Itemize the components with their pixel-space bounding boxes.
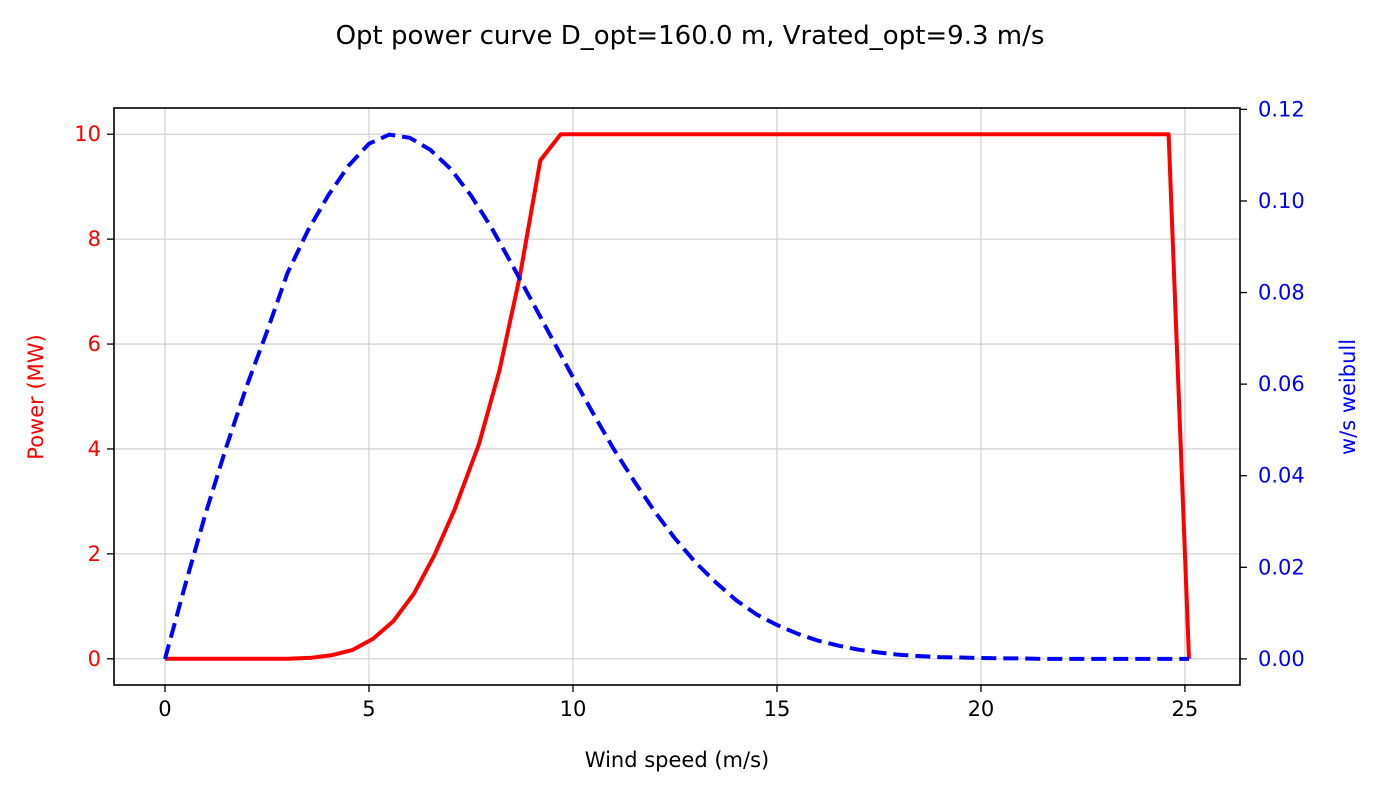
y-axis-left-label: Power (MW)	[24, 334, 48, 459]
chart-title: Opt power curve D_opt=160.0 m, Vrated_op…	[336, 21, 1045, 51]
x-tick-label: 10	[560, 697, 587, 721]
y-right-tick-label: 0.02	[1258, 555, 1305, 579]
x-tick-label: 0	[158, 697, 171, 721]
x-axis: 0 5 10 15 20 25	[158, 685, 1198, 721]
power-series-line	[165, 132, 1191, 661]
y-left-tick-label: 4	[88, 437, 101, 461]
y-right-tick-label: 0.12	[1258, 97, 1305, 121]
plot-frame	[113, 107, 1241, 686]
y-right-tick-label: 0.10	[1258, 189, 1305, 213]
y-right-tick-label: 0.04	[1258, 464, 1305, 488]
x-tick-label: 5	[362, 697, 375, 721]
y-axis-left: 0 2 4 6 8 10	[74, 122, 114, 671]
series-layer	[163, 132, 1191, 661]
x-axis-label: Wind speed (m/s)	[585, 748, 769, 772]
y-right-tick-label: 0.08	[1258, 281, 1305, 305]
y-left-tick-label: 10	[74, 122, 101, 146]
weibull-series-line	[163, 132, 1189, 661]
x-tick-label: 25	[1172, 697, 1199, 721]
y-right-tick-label: 0.00	[1258, 647, 1305, 671]
y-right-tick-label: 0.06	[1258, 372, 1305, 396]
y-left-tick-label: 8	[88, 227, 101, 251]
y-left-tick-label: 2	[88, 542, 101, 566]
y-left-tick-label: 6	[88, 332, 101, 356]
y-axis-right-label: w/s weibull	[1336, 339, 1360, 455]
x-tick-label: 20	[968, 697, 995, 721]
y-left-tick-label: 0	[88, 647, 101, 671]
x-tick-label: 15	[764, 697, 791, 721]
y-axis-right: 0.00 0.02 0.04 0.06 0.08 0.10 0.12	[1240, 97, 1305, 671]
